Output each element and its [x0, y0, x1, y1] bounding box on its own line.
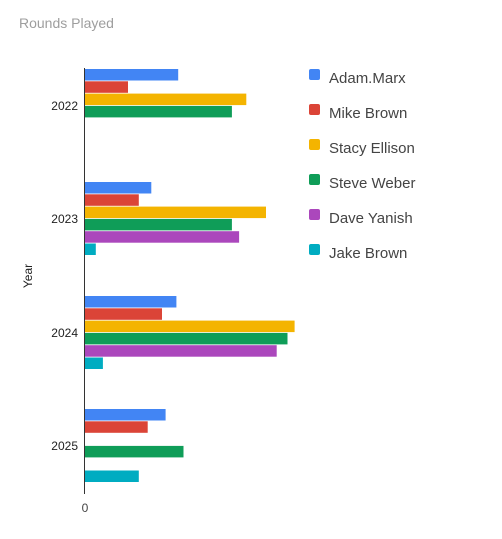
bar-jake-brown-2023: [85, 243, 96, 255]
bar-adam-marx-2024: [85, 296, 177, 308]
bar-mike-brown-2024: [85, 308, 162, 320]
bar-mike-brown-2025: [85, 421, 148, 433]
bar-steve-weber-2023: [85, 218, 232, 231]
bar-dave-yanish-2023: [85, 231, 240, 243]
bar-stacy-ellison-2024: [85, 320, 295, 333]
category-label-2023: 2023: [51, 212, 78, 226]
legend-label-stacy-ellison[interactable]: Stacy Ellison: [329, 140, 415, 157]
x-tick-labels: 0: [82, 501, 89, 515]
y-axis-label: Year: [21, 264, 35, 288]
bar-jake-brown-2024: [85, 357, 103, 369]
legend-label-mike-brown[interactable]: Mike Brown: [329, 105, 407, 122]
category-label-2024: 2024: [51, 326, 78, 340]
bar-stacy-ellison-2022: [85, 93, 247, 106]
bar-mike-brown-2023: [85, 194, 139, 206]
bars-layer: [85, 69, 295, 482]
x-tick-label-0: 0: [82, 501, 89, 515]
bar-stacy-ellison-2023: [85, 206, 266, 219]
legend-label-jake-brown[interactable]: Jake Brown: [329, 245, 407, 262]
legend: Adam.Marx Mike Brown Stacy Ellison Steve We…: [309, 69, 415, 262]
bar-mike-brown-2022: [85, 81, 128, 93]
legend-swatch-stacy-ellison[interactable]: [309, 139, 320, 150]
legend-label-dave-yanish[interactable]: Dave Yanish: [329, 210, 413, 227]
legend-swatch-steve-weber[interactable]: [309, 174, 320, 185]
bar-adam-marx-2023: [85, 182, 152, 194]
bar-steve-weber-2022: [85, 105, 232, 118]
bar-jake-brown-2025: [85, 470, 139, 482]
bar-dave-yanish-2024: [85, 345, 277, 357]
category-labels: 2022 2023 2024 2025: [51, 99, 78, 453]
bar-adam-marx-2025: [85, 409, 166, 421]
legend-swatch-dave-yanish[interactable]: [309, 209, 320, 220]
chart-title: Rounds Played: [19, 15, 114, 31]
bar-steve-weber-2024: [85, 332, 288, 345]
legend-label-steve-weber[interactable]: Steve Weber: [329, 175, 415, 192]
legend-label-adam-marx[interactable]: Adam.Marx: [329, 70, 406, 87]
bar-adam-marx-2022: [85, 69, 179, 81]
legend-swatch-adam-marx[interactable]: [309, 69, 320, 80]
legend-swatch-mike-brown[interactable]: [309, 104, 320, 115]
category-label-2025: 2025: [51, 439, 78, 453]
category-label-2022: 2022: [51, 99, 78, 113]
legend-swatch-jake-brown[interactable]: [309, 244, 320, 255]
bar-steve-weber-2025: [85, 445, 184, 458]
